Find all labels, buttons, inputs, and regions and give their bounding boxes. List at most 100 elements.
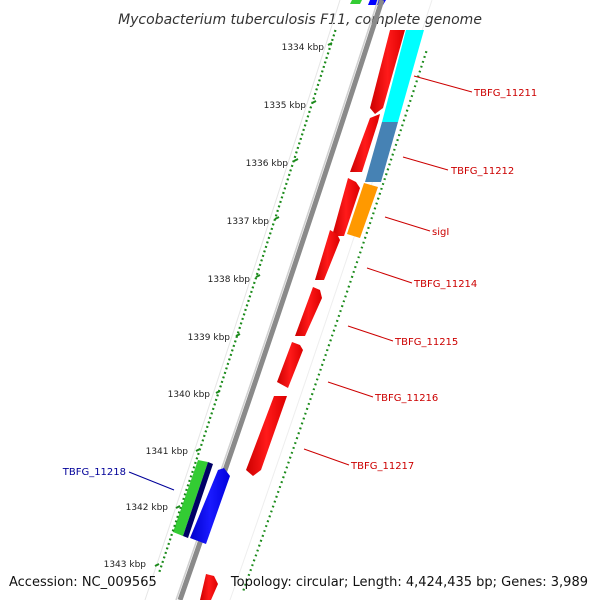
gc-tick — [401, 124, 404, 127]
gc-tick — [297, 142, 301, 145]
scale-ticks — [154, 42, 333, 567]
gc-tick — [367, 226, 370, 230]
gc-tick — [297, 432, 301, 435]
accession-text: Accession: NC_009565 — [9, 575, 157, 590]
gc-tick — [413, 85, 417, 88]
gc-tick — [276, 209, 279, 213]
gene-label-tbfg-11211[interactable]: TBFG_11211 — [473, 88, 537, 99]
gc-tick — [248, 295, 252, 298]
gc-tick — [418, 70, 422, 73]
gc-tick — [207, 421, 211, 424]
gene-label-tbfg-11212[interactable]: TBFG_11212 — [450, 166, 514, 177]
gc-tick — [195, 457, 199, 460]
gene-label-tbfg-11218[interactable]: TBFG_11218 — [62, 467, 126, 478]
scale-tick-labels: 1334 kbp 1335 kbp 1336 kbp 1337 kbp 1338… — [104, 43, 325, 570]
tick-label: 1339 kbp — [188, 333, 231, 343]
gc-tick — [380, 187, 383, 191]
gc-tick — [202, 434, 206, 438]
tick-mark — [195, 448, 201, 452]
gc-tick — [273, 500, 277, 503]
gc-tick — [287, 461, 290, 464]
gc-tick — [360, 246, 364, 249]
gc-tick — [266, 520, 270, 523]
gc-tick — [373, 207, 377, 210]
gc-tick — [332, 329, 336, 332]
gene-label-tbfg-11214[interactable]: TBFG_11214 — [413, 279, 477, 290]
gc-tick — [180, 502, 184, 505]
gc-tick — [328, 47, 331, 51]
gc-tick — [232, 344, 236, 348]
gc-tick — [250, 290, 253, 294]
gc-tick — [402, 119, 406, 122]
gc-tick — [319, 368, 322, 371]
gc-tick — [303, 124, 307, 127]
gc-skew-outer-ticks — [242, 50, 428, 591]
gc-tick — [310, 392, 314, 396]
gc-tick — [331, 38, 334, 42]
tick-mark — [274, 216, 280, 220]
gc-tick — [251, 564, 254, 567]
tick-label: 1341 kbp — [146, 447, 189, 457]
gc-tick — [300, 133, 304, 136]
gc-tick — [183, 493, 187, 496]
gc-tick — [244, 308, 247, 312]
gc-tick — [322, 65, 326, 69]
tick-label: 1338 kbp — [208, 275, 251, 285]
gc-tick — [326, 52, 330, 55]
gc-tick — [375, 202, 378, 205]
gc-tick — [312, 388, 316, 391]
gc-tick — [214, 398, 218, 402]
gc-tick — [251, 286, 255, 289]
gc-tick — [279, 200, 282, 204]
leader-line — [128, 471, 175, 491]
gene-label-tbfg-11216[interactable]: TBFG_11216 — [374, 393, 438, 404]
gc-tick — [205, 425, 209, 429]
gc-tick — [330, 334, 334, 337]
gc-tick — [242, 588, 246, 591]
gc-tick — [370, 217, 374, 220]
gc-tick — [167, 542, 171, 546]
gc-tick — [302, 128, 305, 132]
gc-tick — [275, 495, 278, 498]
gc-tick — [318, 79, 321, 82]
gc-tick — [200, 443, 203, 447]
gene-label-sigi[interactable]: sigI — [432, 227, 449, 238]
gc-tick — [350, 275, 354, 279]
gene-label-tbfg-11217[interactable]: TBFG_11217 — [350, 461, 414, 472]
gc-tick — [247, 573, 251, 577]
gc-tick — [168, 538, 172, 541]
gc-tick — [408, 99, 412, 103]
gc-tick — [423, 55, 426, 59]
gc-tick — [322, 358, 326, 362]
gc-skew-inner-ticks — [158, 29, 337, 573]
tick-label: 1335 kbp — [264, 101, 307, 111]
gc-tick — [327, 344, 331, 347]
gc-tick — [352, 270, 356, 274]
gc-tick — [334, 324, 337, 327]
partial-green-feature — [350, 0, 362, 4]
gc-tick — [208, 416, 212, 420]
gc-tick — [280, 480, 284, 484]
feature-cyan — [382, 30, 424, 122]
gene-label-tbfg-11215[interactable]: TBFG_11215 — [394, 337, 458, 348]
gc-tick — [270, 510, 273, 513]
gc-tick — [260, 259, 263, 262]
feature-orange — [347, 183, 378, 238]
tick-mark — [215, 390, 221, 394]
gc-tick — [188, 479, 191, 483]
feature-navy — [183, 462, 213, 538]
cds-tbfg-11211 — [370, 30, 405, 114]
gc-tick — [270, 227, 274, 231]
gc-tick — [288, 456, 292, 459]
gc-tick — [216, 394, 219, 397]
gc-tick — [161, 560, 165, 564]
gc-tick — [329, 339, 332, 342]
gc-tick — [158, 569, 162, 573]
gc-tick — [378, 192, 382, 195]
gc-tick — [258, 263, 262, 267]
gc-tick — [354, 265, 357, 269]
tick-label: 1334 kbp — [282, 43, 325, 53]
gc-tick — [277, 205, 281, 208]
topology-text: Topology: circular; Length: 4,424,435 bp… — [230, 575, 588, 590]
